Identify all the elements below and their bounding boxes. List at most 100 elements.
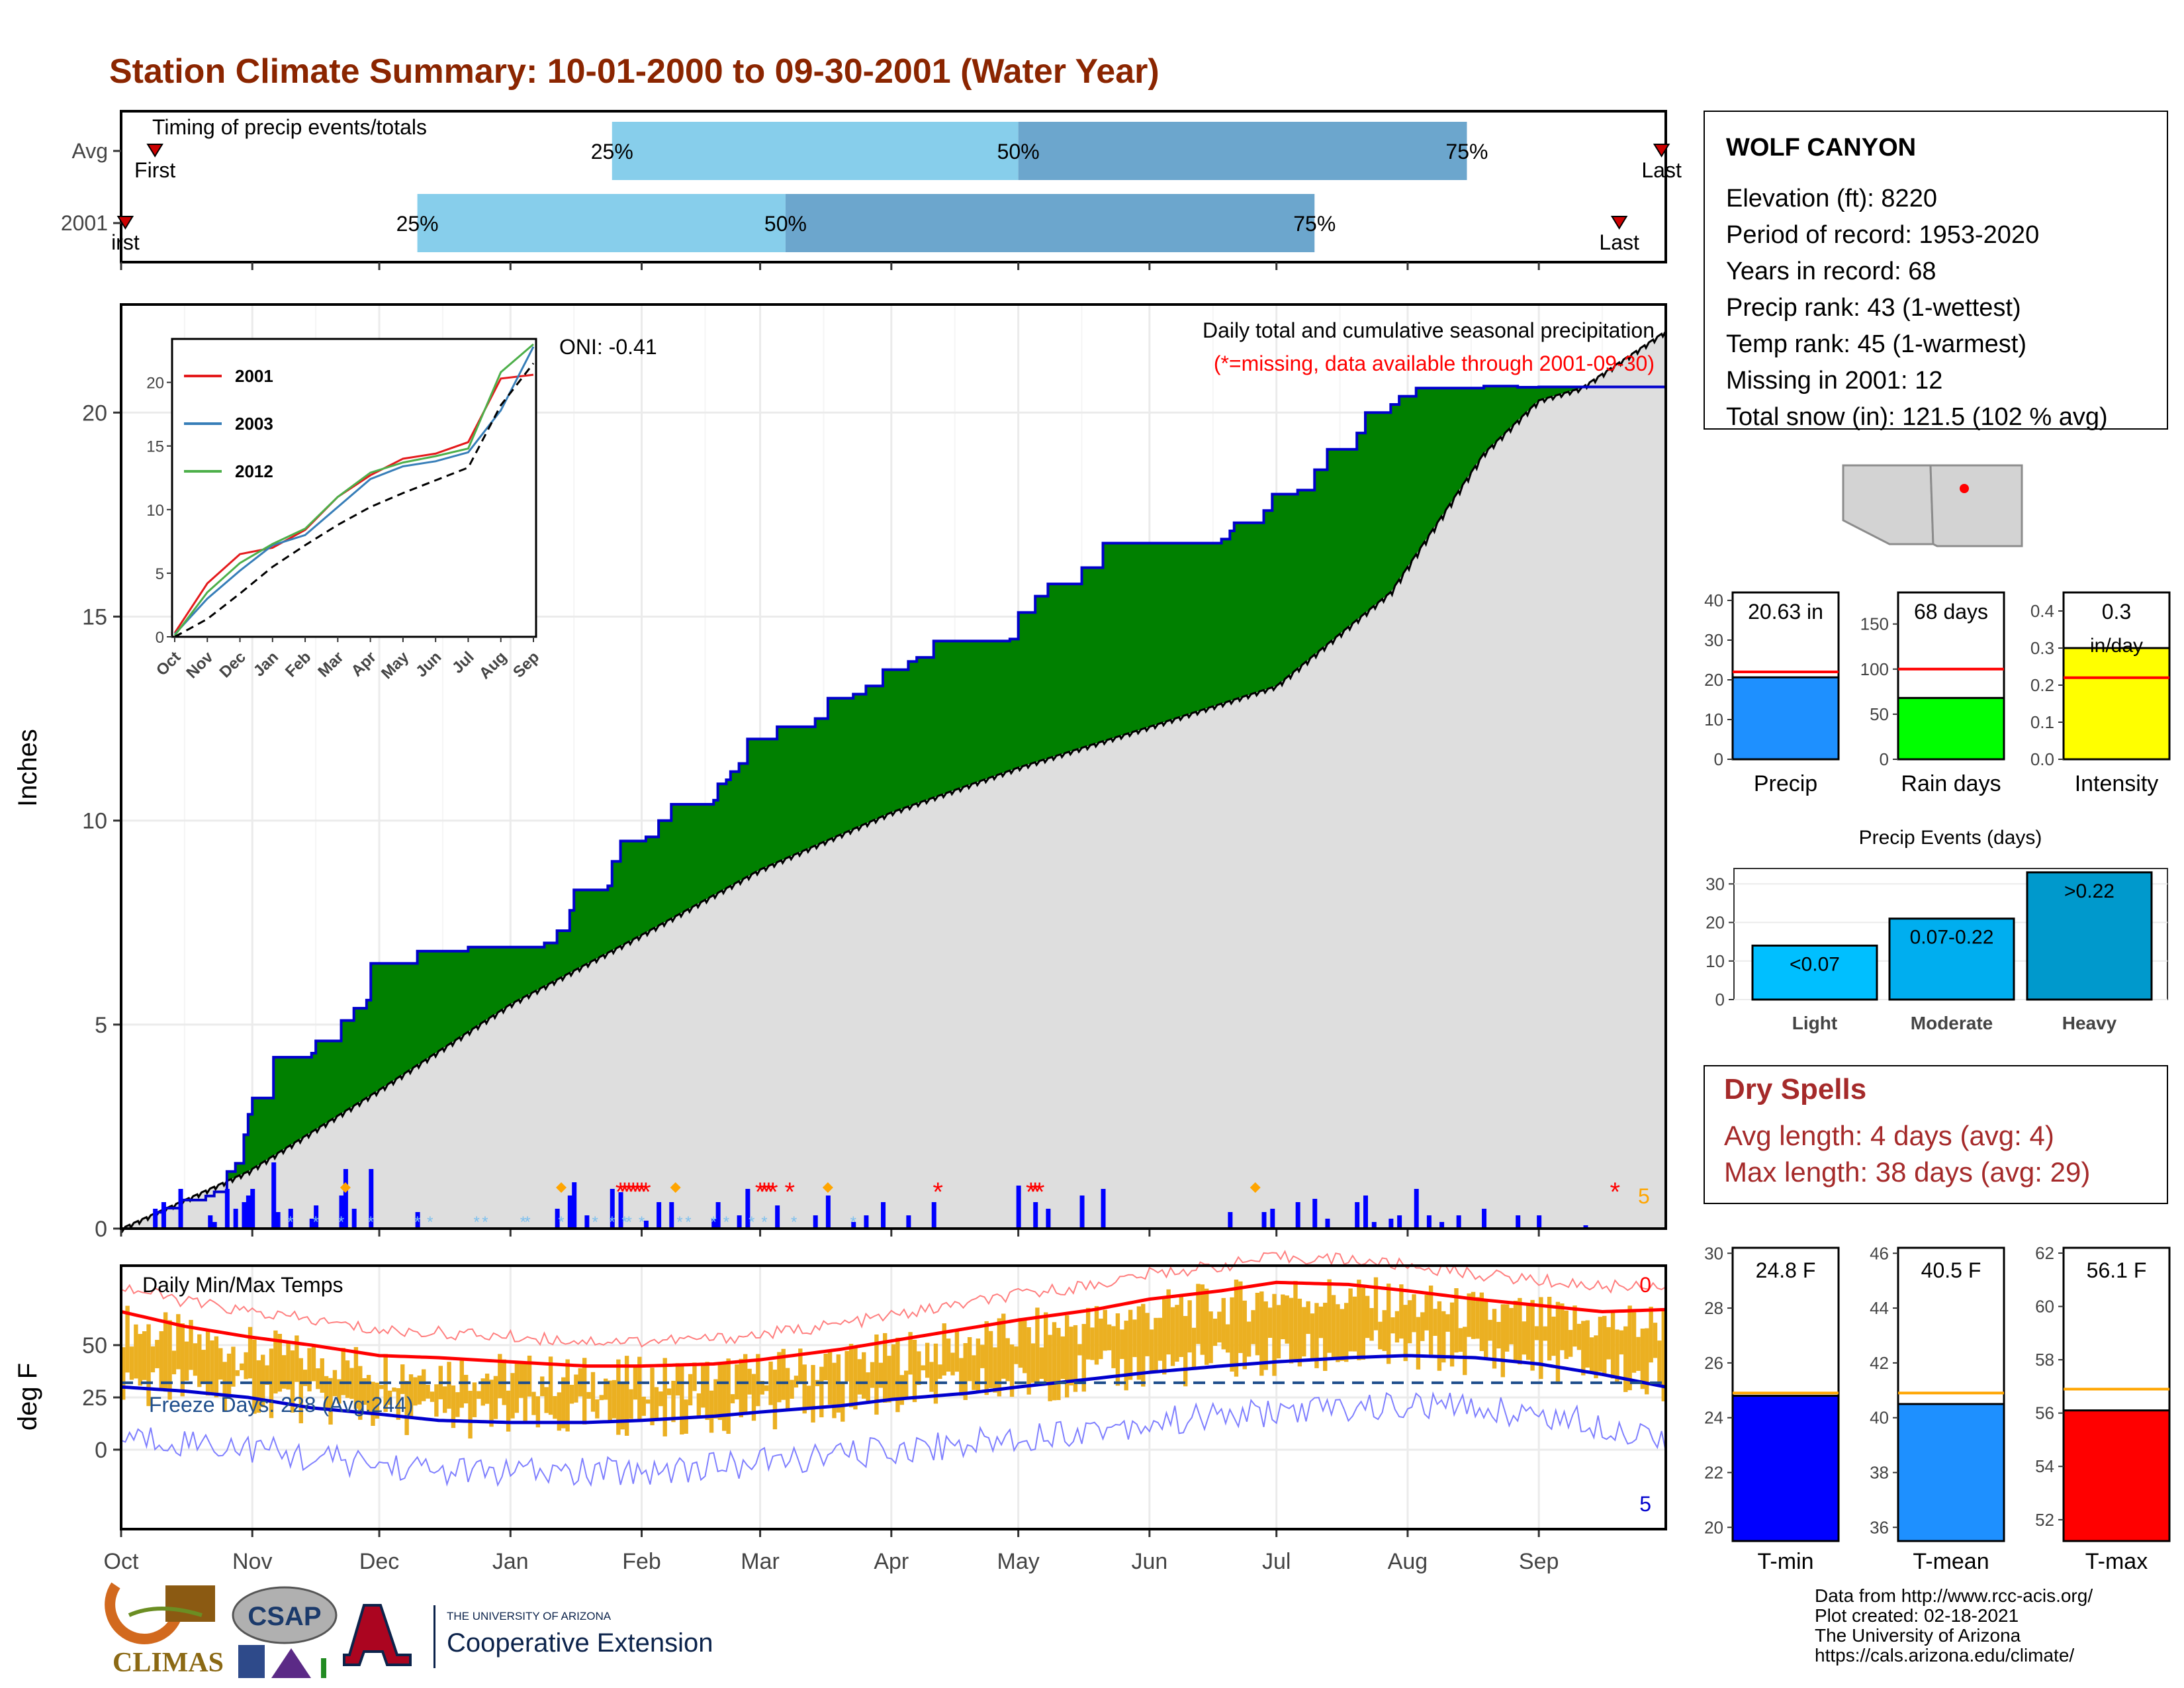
avg-tmin-line	[120, 1354, 1666, 1425]
daily-temp-bar	[688, 1374, 693, 1406]
daily-temp-bar	[1327, 1279, 1332, 1353]
daily-temp-bar	[1534, 1326, 1539, 1340]
daily-temp-bar	[426, 1384, 430, 1399]
daily-temp-bar	[959, 1358, 964, 1396]
snow-day-marker: *	[621, 1213, 627, 1231]
daily-temp-bar	[853, 1346, 858, 1410]
inset-series-line	[174, 362, 535, 638]
timing-q75-label: 75%	[1293, 212, 1336, 236]
precip-events-ytick-label: 0	[1715, 990, 1725, 1009]
daily-precip-bar	[1228, 1212, 1233, 1229]
missing-data-marker: *	[615, 1178, 626, 1207]
daily-temp-bar	[1589, 1337, 1594, 1372]
daily-precip-bar	[567, 1196, 572, 1229]
daily-temp-bar	[1645, 1328, 1649, 1395]
max-marker-count: 5	[1638, 1184, 1650, 1208]
daily-temp-bar	[798, 1348, 803, 1383]
daily-temp-bar	[1475, 1297, 1480, 1339]
daily-temp-bar	[1518, 1297, 1522, 1365]
daily-temp-bar	[506, 1390, 511, 1432]
daily-temp-bar	[417, 1375, 422, 1405]
csap-mountain	[271, 1648, 311, 1678]
snow-day-marker: *	[639, 1213, 645, 1231]
daily-temp-bar	[946, 1338, 951, 1372]
daily-temp-bar	[1064, 1315, 1069, 1398]
daily-temp-bar	[1234, 1280, 1239, 1377]
precip-ylabel: Inches	[13, 729, 42, 807]
daily-temp-bar	[463, 1374, 469, 1404]
timing-bar-early	[612, 122, 1019, 180]
daily-temp-bar	[248, 1327, 253, 1379]
daily-temp-bar	[921, 1365, 925, 1371]
temp-summary-ytick-label: 54	[2035, 1456, 2054, 1476]
daily-temp-bar	[624, 1356, 629, 1436]
month-label: Jun	[1131, 1549, 1167, 1574]
daily-temp-bar	[252, 1339, 257, 1414]
daily-temp-bar	[1382, 1310, 1387, 1351]
timing-row-label: 2001	[61, 211, 108, 235]
station-location-dot	[1960, 484, 1969, 493]
daily-precip-bar	[1426, 1215, 1432, 1229]
missing-data-marker: *	[1030, 1178, 1040, 1207]
daily-temp-bar	[1454, 1288, 1459, 1353]
daily-temp-bar	[565, 1359, 570, 1432]
daily-temp-bar	[1594, 1335, 1598, 1379]
precip-ytick-label: 20	[82, 400, 107, 426]
daily-temp-bar	[925, 1342, 930, 1378]
daily-temp-bar	[659, 1391, 663, 1407]
snow-day-marker: *	[368, 1213, 374, 1231]
daily-temp-bar	[726, 1358, 731, 1434]
daily-temp-bar	[1420, 1312, 1425, 1341]
daily-temp-bar	[1175, 1305, 1179, 1362]
ua-small-text: THE UNIVERSITY OF ARIZONA	[447, 1610, 612, 1622]
daily-temp-bar	[1649, 1307, 1653, 1363]
daily-precip-bar	[1516, 1215, 1521, 1229]
average-cumulative-area	[121, 331, 1666, 1229]
precip-summary-value: 20.63 in	[1748, 600, 1823, 624]
daily-temp-bar	[527, 1355, 532, 1397]
month-label: Aug	[1388, 1549, 1428, 1574]
precip-events-value-label: >0.22	[2064, 880, 2115, 902]
precip-events-category: Moderate	[1911, 1013, 1993, 1033]
daily-temp-bar	[768, 1361, 773, 1405]
daily-temp-bar	[125, 1305, 130, 1373]
daily-temp-bar	[1204, 1288, 1209, 1365]
daily-temp-bar	[311, 1344, 316, 1382]
precip-events-ytick-label: 20	[1706, 913, 1725, 933]
daily-temp-bar	[447, 1362, 451, 1409]
month-label: Sep	[1519, 1549, 1559, 1574]
temp-summary-ytick-label: 20	[1704, 1517, 1723, 1537]
daily-temp-bar	[967, 1336, 972, 1382]
climas-logo-wave	[128, 1607, 203, 1617]
inset-frame	[171, 338, 537, 638]
daily-precip-bar	[864, 1215, 869, 1229]
daily-temp-bar	[1094, 1306, 1099, 1365]
daily-temp-bar	[1564, 1310, 1569, 1359]
daily-temp-bar	[942, 1323, 946, 1376]
daily-temp-bar	[341, 1348, 345, 1395]
timing-last-label: Last	[1599, 230, 1639, 254]
daily-temp-bar	[980, 1344, 985, 1368]
daily-temp-bar	[756, 1354, 760, 1407]
timing-q75-label: 75%	[1445, 140, 1488, 164]
ua-big-text: Cooperative Extension	[447, 1628, 713, 1658]
snow-day-marker: *	[558, 1213, 564, 1231]
daily-temp-bar	[972, 1355, 976, 1390]
daily-temp-bar	[498, 1354, 502, 1399]
daily-temp-bar	[599, 1395, 604, 1401]
daily-temp-bar	[633, 1366, 638, 1400]
temp-summary-value: 40.5 F	[1921, 1258, 1981, 1282]
daily-temp-bar	[1026, 1327, 1031, 1395]
daily-temp-bar	[938, 1364, 942, 1379]
daily-temp-bar	[794, 1376, 799, 1388]
month-label: Dec	[359, 1549, 399, 1574]
daily-precip-bar	[881, 1202, 886, 1229]
snow-day-marker: *	[473, 1213, 479, 1231]
snow-day-marker: *	[850, 1213, 856, 1231]
temp-summary-ytick-label: 30	[1704, 1243, 1723, 1263]
daily-temp-bar	[1463, 1327, 1467, 1376]
daily-temp-bar	[1576, 1323, 1582, 1350]
daily-temp-bar	[1039, 1347, 1044, 1380]
precip-summary-ytick-label: 0.2	[2030, 675, 2054, 695]
snow-day-marker: *	[524, 1213, 530, 1231]
